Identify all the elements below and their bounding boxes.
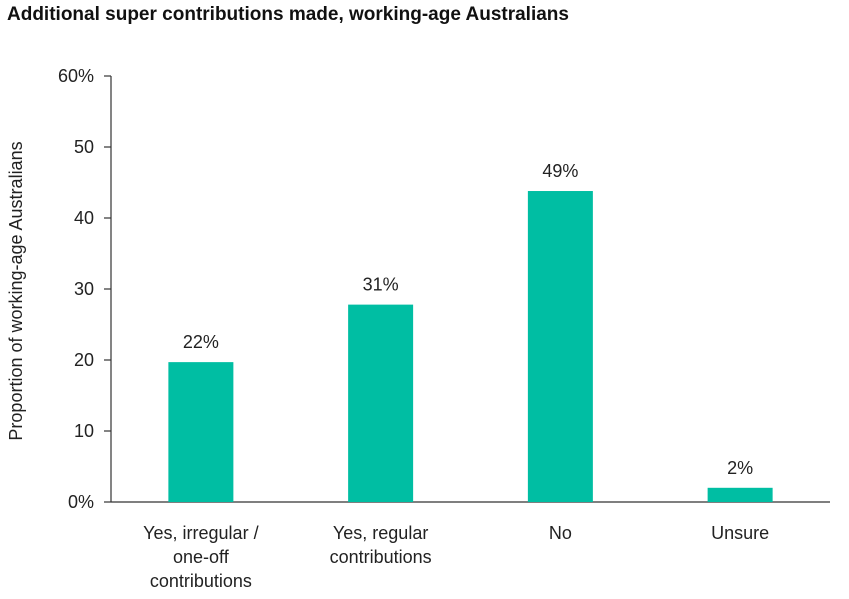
x-category-label: Yes, irregular /	[143, 523, 258, 543]
bar	[168, 362, 234, 502]
y-tick-label: 10	[74, 421, 94, 441]
x-category-label: Yes, regular	[333, 523, 428, 543]
x-category-label: one-off	[173, 547, 230, 567]
x-category-label: Unsure	[711, 523, 769, 543]
x-category-label: contributions	[330, 547, 432, 567]
x-category-label: No	[549, 523, 572, 543]
bar	[527, 191, 593, 502]
y-tick-label: 0%	[68, 492, 94, 512]
y-tick-label: 30	[74, 279, 94, 299]
data-label: 31%	[363, 275, 399, 295]
y-tick-label: 20	[74, 350, 94, 370]
bar	[707, 487, 773, 502]
data-label: 49%	[542, 161, 578, 181]
x-category-label: contributions	[150, 571, 252, 591]
chart-title: Additional super contributions made, wor…	[7, 4, 569, 25]
y-tick-label: 60%	[58, 66, 94, 86]
bar	[348, 304, 414, 502]
data-label: 22%	[183, 332, 219, 352]
y-tick-label: 40	[74, 208, 94, 228]
y-tick-label: 50	[74, 137, 94, 157]
data-label: 2%	[727, 458, 753, 478]
y-axis-title: Proportion of working-age Australians	[6, 141, 26, 440]
